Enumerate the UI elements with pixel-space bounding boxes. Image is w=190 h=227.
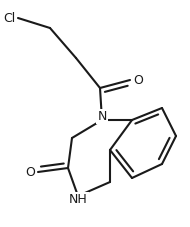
Text: N: N [97, 110, 107, 123]
Text: O: O [25, 165, 35, 178]
Text: O: O [133, 74, 143, 86]
Text: NH: NH [69, 193, 87, 206]
Text: Cl: Cl [4, 12, 16, 25]
